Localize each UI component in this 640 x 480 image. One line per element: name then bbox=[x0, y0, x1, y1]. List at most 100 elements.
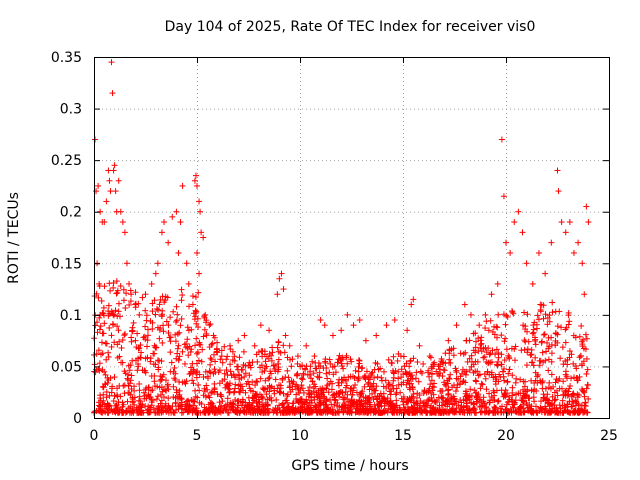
data-point bbox=[549, 400, 556, 407]
data-point bbox=[138, 349, 145, 356]
data-point bbox=[338, 360, 345, 367]
data-point bbox=[547, 409, 554, 416]
data-point bbox=[568, 375, 575, 382]
data-point bbox=[562, 326, 569, 333]
data-point bbox=[143, 395, 150, 402]
data-point bbox=[355, 374, 362, 381]
data-point bbox=[121, 368, 128, 375]
data-point bbox=[235, 371, 242, 378]
data-point bbox=[201, 326, 208, 333]
data-point bbox=[156, 301, 163, 308]
data-point bbox=[253, 378, 260, 385]
data-point bbox=[224, 353, 231, 360]
data-point bbox=[192, 172, 199, 179]
data-point bbox=[435, 394, 442, 401]
data-point bbox=[275, 356, 282, 363]
data-point bbox=[445, 337, 452, 344]
data-point bbox=[481, 353, 488, 360]
data-point bbox=[110, 311, 117, 318]
data-point bbox=[339, 376, 346, 383]
data-point bbox=[206, 322, 213, 329]
data-point bbox=[584, 366, 591, 373]
data-point bbox=[559, 344, 566, 351]
data-point bbox=[131, 401, 138, 408]
data-point bbox=[474, 368, 481, 375]
data-point bbox=[113, 403, 120, 410]
data-point bbox=[404, 377, 411, 384]
data-point bbox=[548, 239, 555, 246]
data-point bbox=[335, 356, 342, 363]
data-point bbox=[462, 371, 469, 378]
data-point bbox=[468, 399, 475, 406]
data-point bbox=[97, 403, 104, 410]
data-point bbox=[398, 366, 405, 373]
data-point bbox=[196, 371, 203, 378]
data-point bbox=[371, 374, 378, 381]
data-point bbox=[126, 280, 133, 287]
data-point bbox=[128, 372, 135, 379]
data-point bbox=[111, 408, 118, 415]
data-point bbox=[115, 327, 122, 334]
data-point bbox=[245, 394, 252, 401]
data-point bbox=[569, 398, 576, 405]
data-point bbox=[93, 188, 100, 195]
data-point bbox=[543, 348, 550, 355]
data-point bbox=[212, 369, 219, 376]
data-point bbox=[111, 339, 118, 346]
data-point bbox=[501, 377, 508, 384]
data-point bbox=[384, 398, 391, 405]
data-point bbox=[128, 386, 135, 393]
data-point bbox=[211, 366, 218, 373]
data-point bbox=[539, 385, 546, 392]
data-point bbox=[486, 399, 493, 406]
data-point bbox=[103, 389, 110, 396]
data-point bbox=[231, 388, 238, 395]
data-point bbox=[489, 328, 496, 335]
data-point bbox=[161, 299, 168, 306]
data-point bbox=[404, 327, 411, 334]
data-point bbox=[449, 401, 456, 408]
data-point bbox=[183, 398, 190, 405]
data-point bbox=[136, 311, 143, 318]
data-point bbox=[178, 286, 185, 293]
data-point bbox=[498, 403, 505, 410]
data-point bbox=[244, 404, 251, 411]
data-point bbox=[188, 346, 195, 353]
data-point bbox=[136, 404, 143, 411]
data-point bbox=[299, 362, 306, 369]
data-point bbox=[546, 318, 553, 325]
data-point bbox=[537, 301, 544, 308]
data-point bbox=[530, 394, 537, 401]
data-point bbox=[275, 366, 282, 373]
data-point bbox=[460, 404, 467, 411]
data-point bbox=[388, 359, 395, 366]
data-point bbox=[362, 372, 369, 379]
data-point bbox=[158, 397, 165, 404]
data-point bbox=[380, 368, 387, 375]
data-point bbox=[260, 386, 267, 393]
data-point bbox=[278, 270, 285, 277]
data-point bbox=[127, 380, 134, 387]
data-point bbox=[570, 390, 577, 397]
data-point bbox=[274, 291, 281, 298]
data-point bbox=[564, 403, 571, 410]
data-point bbox=[531, 334, 538, 341]
data-point bbox=[457, 350, 464, 357]
data-point bbox=[546, 312, 553, 319]
data-point bbox=[198, 401, 205, 408]
data-point bbox=[168, 359, 175, 366]
data-point bbox=[304, 371, 311, 378]
data-point bbox=[352, 367, 359, 374]
data-point bbox=[397, 353, 404, 360]
data-point bbox=[576, 354, 583, 361]
data-point bbox=[581, 393, 588, 400]
data-point bbox=[211, 385, 218, 392]
y-axis-title: ROTI / TECUs bbox=[6, 192, 22, 284]
data-point bbox=[569, 391, 576, 398]
data-point bbox=[390, 377, 397, 384]
data-point bbox=[125, 371, 132, 378]
data-point bbox=[371, 408, 378, 415]
data-point bbox=[451, 409, 458, 416]
data-point bbox=[509, 309, 516, 316]
data-point bbox=[567, 383, 574, 390]
